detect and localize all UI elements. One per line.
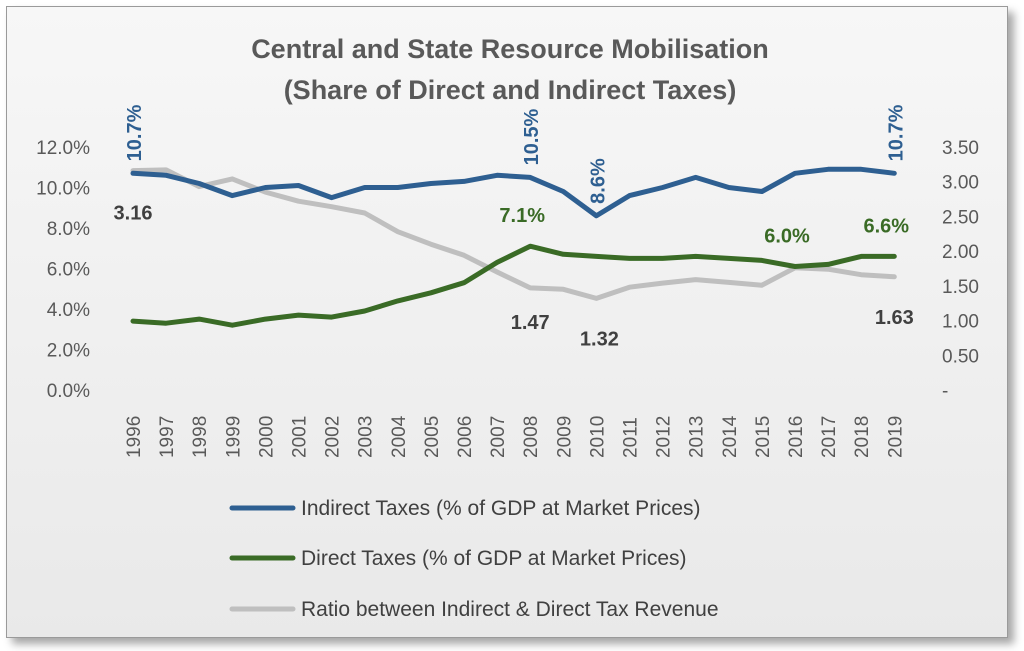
legend-label: Direct Taxes (% of GDP at Market Prices) <box>301 547 687 570</box>
x-tick-label: 2004 <box>389 415 410 458</box>
x-tick-label: 2014 <box>720 415 741 458</box>
right-axis: - 0.50 1.00 1.50 2.00 2.50 3.00 3.50 <box>942 138 979 402</box>
x-tick-label: 2019 <box>885 416 906 458</box>
right-tick-label: 1.50 <box>942 277 979 298</box>
x-tick-label: 2012 <box>654 416 675 458</box>
data-labels: 10.7% 10.5% 8.6% 10.7% 7.1% 6.0% 6.6% 3.16 1.47 1… <box>114 104 914 350</box>
x-tick-label: 2006 <box>455 416 476 458</box>
legend: Indirect Taxes (% of GDP at Market Price… <box>229 497 719 621</box>
data-label: 7.1% <box>499 205 545 227</box>
x-tick-label: 2017 <box>819 416 840 458</box>
right-tick-label: 2.00 <box>942 242 979 263</box>
chart-subtitle: (Share of Direct and Indirect Taxes) <box>284 75 737 105</box>
x-tick-label: 2008 <box>521 416 542 458</box>
data-label: 1.63 <box>875 307 914 329</box>
series-line <box>130 166 897 219</box>
x-tick-label: 2002 <box>323 416 344 458</box>
left-tick-label: 0.0% <box>47 381 90 402</box>
chart-title: Central and State Resource Mobilisation <box>251 34 769 64</box>
x-tick-label: 2003 <box>356 416 377 458</box>
x-tick-label: 1998 <box>190 416 211 458</box>
series-line <box>130 243 897 328</box>
x-tick-label: 1999 <box>223 416 244 458</box>
right-tick-label: 3.50 <box>942 138 979 159</box>
data-label: 3.16 <box>114 203 153 225</box>
data-label: 8.6% <box>587 158 609 204</box>
left-axis: 0.0% 2.0% 4.0% 6.0% 8.0% 10.0% 12.0% <box>36 138 90 402</box>
legend-label: Indirect Taxes (% of GDP at Market Price… <box>301 497 701 520</box>
right-tick-label: 2.50 <box>942 207 979 228</box>
legend-label: Ratio between Indirect & Direct Tax Reve… <box>301 598 719 621</box>
x-tick-label: 2013 <box>687 416 708 458</box>
data-label: 10.7% <box>885 104 907 161</box>
x-tick-label: 2001 <box>290 416 311 458</box>
left-tick-label: 12.0% <box>36 138 90 159</box>
x-tick-label: 2005 <box>422 416 443 458</box>
x-axis: 1996 1997 1998 1999 2000 2001 2002 2003 2004 2005… <box>124 415 906 458</box>
left-tick-label: 8.0% <box>47 219 90 240</box>
right-tick-label: 0.50 <box>942 346 979 367</box>
data-label: 1.47 <box>511 312 550 334</box>
x-tick-label: 2009 <box>554 416 575 458</box>
x-tick-label: 1996 <box>124 416 145 458</box>
data-label: 10.5% <box>521 108 543 165</box>
data-label: 6.0% <box>764 225 810 247</box>
left-tick-label: 6.0% <box>47 260 90 281</box>
right-tick-label: 1.00 <box>942 312 979 333</box>
series-lines <box>130 166 897 328</box>
x-tick-label: 2011 <box>621 417 642 458</box>
data-label: 6.6% <box>864 215 910 237</box>
x-tick-label: 2016 <box>786 416 807 458</box>
x-tick-label: 2000 <box>256 416 277 458</box>
data-label: 1.32 <box>580 328 619 350</box>
x-tick-label: 2015 <box>753 416 774 458</box>
left-tick-label: 2.0% <box>47 341 90 362</box>
x-tick-label: 2018 <box>852 416 873 458</box>
right-tick-label: - <box>942 381 948 402</box>
left-tick-label: 4.0% <box>47 300 90 321</box>
x-tick-label: 2007 <box>488 416 509 458</box>
right-tick-label: 3.00 <box>942 173 979 194</box>
x-tick-label: 1997 <box>157 416 178 458</box>
left-tick-label: 10.0% <box>36 179 90 200</box>
data-label: 10.7% <box>124 104 146 161</box>
x-tick-label: 2010 <box>587 416 608 458</box>
